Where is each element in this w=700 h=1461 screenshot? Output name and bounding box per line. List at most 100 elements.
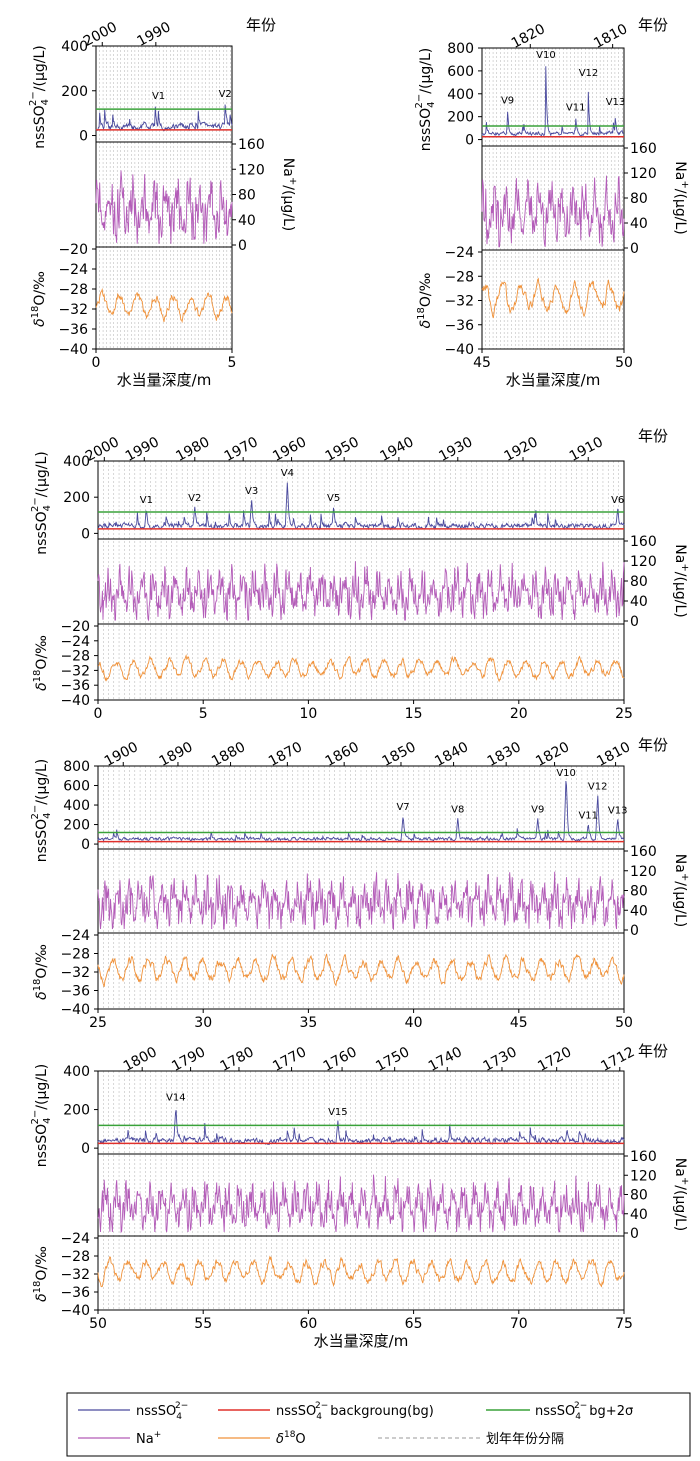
- d18o-series-line: [95, 287, 233, 324]
- na-tick-label: 0: [630, 241, 639, 257]
- d18o-axis-title: δ18O/‰: [32, 635, 50, 691]
- na-series-line: [95, 170, 233, 244]
- d18o-tick-label: −36: [60, 1285, 90, 1301]
- d18o-tick-label: −24: [58, 262, 88, 278]
- nss-tick-label: 200: [61, 84, 88, 100]
- year-tick-label: 1900: [102, 739, 141, 770]
- na-tick-label: 0: [630, 614, 639, 630]
- na-tick-label: 160: [238, 137, 265, 153]
- year-tick-label: 1750: [373, 1044, 412, 1075]
- na-axis-title: Na+/(μg/L): [672, 1158, 690, 1231]
- depth-tick-label: 0: [94, 706, 103, 722]
- year-tick-label: 1840: [432, 739, 471, 770]
- na-tick-label: 40: [630, 216, 648, 232]
- volcanic-label-v12: V12: [579, 68, 599, 79]
- na-tick-label: 40: [630, 594, 648, 610]
- volcanic-label-v13: V13: [608, 806, 628, 817]
- volcanic-label-v10: V10: [536, 50, 556, 61]
- depth-tick-label: 0: [92, 355, 101, 371]
- depth-tick-label: 30: [194, 1015, 212, 1031]
- na-axis-title: Na+/(μg/L): [280, 158, 298, 231]
- nss-series-line: [481, 66, 625, 137]
- d18o-series-line: [97, 953, 625, 987]
- nss-tick-label: 400: [61, 39, 88, 55]
- year-tick-label: 1790: [169, 1044, 208, 1075]
- nss-tick-label: 600: [447, 64, 474, 80]
- legend-label-bg: nssSO42− backgroung(bg): [276, 1401, 434, 1422]
- volcanic-label-v8: V8: [451, 805, 464, 816]
- depth-tick-label: 50: [615, 355, 633, 371]
- nss-axis-title: nssSO42−/(μg/L): [414, 48, 437, 151]
- na-series-line: [481, 175, 625, 248]
- depth-axis-title: 水当量深度/m: [314, 1332, 409, 1350]
- volcanic-label-v15: V15: [328, 1107, 348, 1118]
- na-tick-label: 40: [630, 1207, 648, 1223]
- volcanic-label-v7: V7: [396, 802, 409, 813]
- na-tick-label: 0: [630, 923, 639, 939]
- nss-tick-label: 200: [63, 818, 90, 834]
- depth-tick-label: 25: [615, 706, 633, 722]
- year-tick-label: 1940: [378, 434, 417, 465]
- na-tick-label: 40: [238, 213, 256, 229]
- nss-axis-title: nssSO42−/(μg/L): [30, 451, 53, 554]
- year-tick-label: 1720: [535, 1044, 574, 1075]
- d18o-tick-label: −28: [60, 649, 90, 665]
- nss-tick-label: 400: [63, 454, 90, 470]
- na-tick-label: 40: [630, 903, 648, 919]
- d18o-tick-label: −32: [60, 1267, 90, 1283]
- nss-tick-label: 800: [63, 759, 90, 775]
- chart-panel-4: 0 200 400 600 800 0 40 80 120 160 −24 −28 −32 −36 −402…: [30, 736, 690, 1031]
- d18o-tick-label: −32: [58, 302, 88, 318]
- nss-tick-label: 0: [81, 526, 90, 542]
- panel-frame: [97, 1070, 625, 1311]
- year-tick-label: 2000: [83, 434, 122, 465]
- volcanic-label-v2: V2: [219, 89, 232, 100]
- year-tick-label: 1740: [426, 1044, 465, 1075]
- depth-tick-label: 50: [89, 1316, 107, 1332]
- d18o-tick-label: −20: [58, 242, 88, 258]
- na-series-line: [97, 561, 625, 622]
- depth-axis-title: 水当量深度/m: [506, 371, 601, 389]
- year-tick-label: 1810: [591, 21, 630, 52]
- year-axis-title: 年份: [638, 1042, 668, 1060]
- na-axis-title: Na+/(μg/L): [672, 161, 690, 234]
- year-tick-label: 1810: [594, 739, 633, 770]
- d18o-tick-label: −40: [444, 342, 474, 358]
- depth-tick-label: 50: [615, 1015, 633, 1031]
- volcanic-label-v2: V2: [188, 493, 201, 504]
- volcanic-label-v11: V11: [578, 811, 598, 822]
- na-tick-label: 160: [630, 844, 657, 860]
- year-tick-label: 1830: [485, 739, 524, 770]
- panel-frame: [97, 765, 625, 1010]
- nss-tick-label: 200: [63, 490, 90, 506]
- na-tick-label: 120: [630, 864, 657, 880]
- na-tick-label: 160: [630, 141, 657, 157]
- year-tick-label: 1820: [533, 739, 572, 770]
- nss-tick-label: 0: [81, 1141, 90, 1157]
- d18o-axis-title: δ18O/‰: [416, 272, 434, 328]
- depth-tick-label: 70: [510, 1316, 528, 1332]
- d18o-tick-label: −20: [60, 619, 90, 635]
- nss-tick-label: 400: [447, 87, 474, 103]
- year-tick-label: 1820: [509, 21, 548, 52]
- d18o-axis-title: δ18O/‰: [30, 271, 48, 327]
- d18o-tick-label: −24: [60, 1231, 90, 1247]
- volcanic-label-v6: V6: [611, 495, 624, 506]
- d18o-tick-label: −36: [58, 322, 88, 338]
- year-axis-title: 年份: [638, 427, 668, 445]
- depth-axis-title: 水当量深度/m: [117, 371, 212, 389]
- year-tick-label: 1870: [266, 739, 305, 770]
- volcanic-label-v10: V10: [556, 768, 576, 779]
- depth-tick-label: 55: [194, 1316, 212, 1332]
- volcanic-label-v1: V1: [140, 495, 153, 506]
- depth-tick-label: 15: [405, 706, 423, 722]
- na-tick-label: 0: [630, 1226, 639, 1242]
- year-tick-label: 1950: [323, 434, 362, 465]
- d18o-axis-title: δ18O/‰: [32, 944, 50, 1000]
- nss-tick-label: 0: [81, 837, 90, 853]
- na-axis-title: Na+/(μg/L): [672, 544, 690, 617]
- year-tick-label: 1920: [502, 434, 541, 465]
